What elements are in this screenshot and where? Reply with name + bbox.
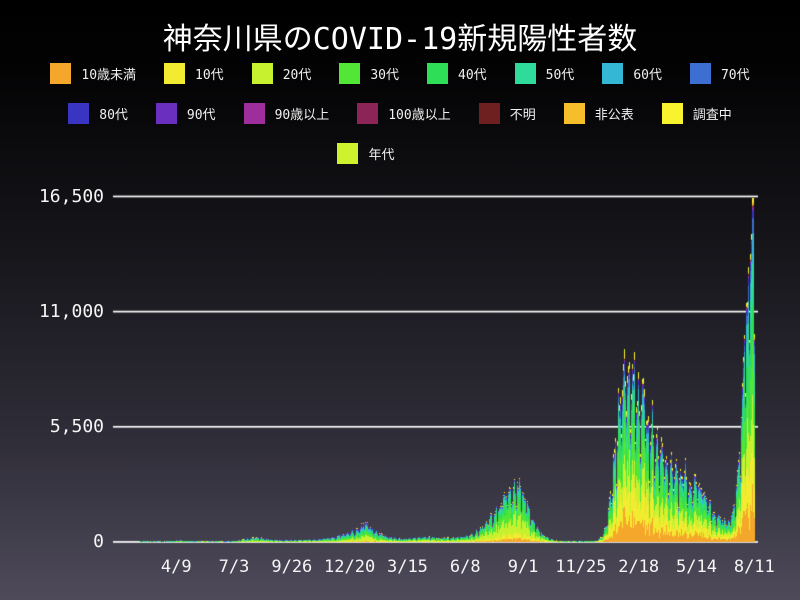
x-tick-label: 11/25	[555, 557, 607, 577]
x-tick-label: 4/9	[160, 557, 192, 577]
x-tick-label: 2/18	[618, 557, 660, 577]
x-tick-label: 9/1	[507, 557, 539, 577]
x-tick-label: 9/26	[271, 557, 313, 577]
x-tick-label: 3/15	[386, 557, 428, 577]
y-tick-label: 11,000	[38, 300, 104, 322]
y-tick-label: 16,500	[38, 185, 104, 207]
x-tick-label: 12/20	[324, 557, 376, 577]
x-tick-label: 7/3	[218, 557, 250, 577]
x-tick-label: 8/11	[733, 557, 775, 577]
x-tick-label: 5/14	[676, 557, 717, 577]
y-tick-label: 5,500	[49, 415, 104, 437]
x-tick-label: 6/8	[449, 557, 481, 577]
y-tick-label: 0	[93, 531, 104, 552]
